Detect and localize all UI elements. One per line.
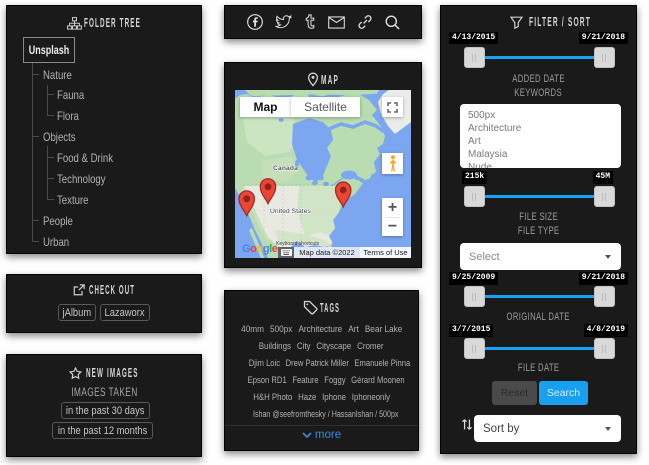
svg-text:Canada: Canada [273, 165, 298, 172]
svg-text:United States: United States [270, 208, 311, 215]
